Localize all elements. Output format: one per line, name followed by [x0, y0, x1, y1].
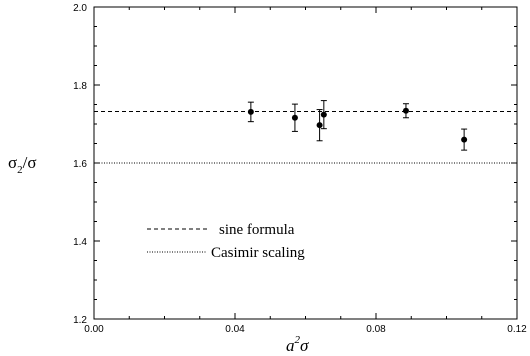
x-axis-title-tail: σ	[300, 336, 309, 355]
legend-casimir-label: Casimir scaling	[211, 245, 305, 261]
data-point	[316, 122, 323, 129]
data-point	[320, 111, 327, 118]
y-axis-title-sub: 2	[17, 164, 23, 176]
y-tick-labels: 1.2 1.4 1.6 1.8 2.0	[73, 3, 87, 326]
x-axis-title-base: a	[286, 336, 295, 355]
y-axis-title-tail: /σ	[23, 153, 37, 172]
data-point	[461, 136, 468, 143]
y-tick-label: 1.2	[73, 315, 87, 326]
x-tick-labels: 0.00 0.04 0.08 0.12	[84, 324, 527, 335]
legend-sine-label: sine formula	[219, 222, 295, 238]
y-axis-title: σ2/σ	[8, 153, 37, 176]
y-axis-title-base: σ	[8, 153, 17, 172]
x-tick-label: 0.00	[84, 324, 104, 335]
x-tick-label: 0.04	[225, 324, 245, 335]
y-tick-label: 1.8	[73, 81, 87, 92]
data-point	[247, 108, 254, 115]
x-tick-label: 0.08	[366, 324, 386, 335]
x-axis-title-sup: 2	[295, 334, 301, 346]
y-tick-label: 2.0	[73, 3, 87, 14]
y-tick-label: 1.6	[73, 159, 87, 170]
x-axis-title: a2σ	[286, 334, 309, 355]
data-points	[247, 100, 468, 151]
y-tick-label: 1.4	[73, 237, 87, 248]
data-point	[402, 107, 409, 114]
x-tick-label: 0.12	[507, 324, 527, 335]
data-point	[291, 114, 298, 121]
legend: sine formula Casimir scaling	[147, 222, 305, 261]
